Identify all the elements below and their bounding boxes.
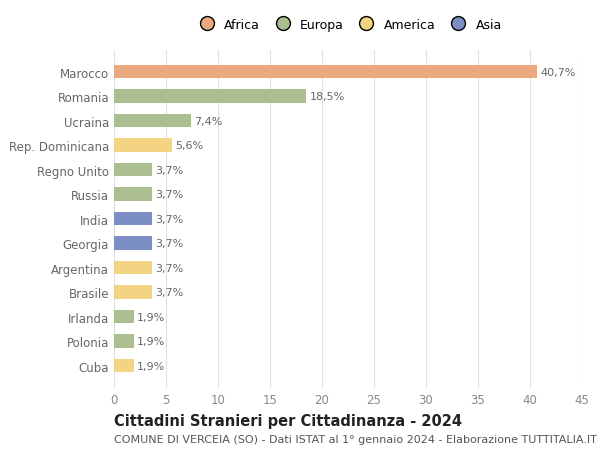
Bar <box>114 66 537 79</box>
Bar <box>114 261 152 275</box>
Bar <box>114 163 152 177</box>
Text: 3,7%: 3,7% <box>155 214 184 224</box>
Text: 18,5%: 18,5% <box>310 92 345 102</box>
Bar <box>114 335 134 348</box>
Text: 5,6%: 5,6% <box>175 141 203 151</box>
Bar <box>114 90 307 104</box>
Text: 3,7%: 3,7% <box>155 263 184 273</box>
Legend: Africa, Europa, America, Asia: Africa, Europa, America, Asia <box>191 16 505 34</box>
Bar <box>114 237 152 250</box>
Text: 3,7%: 3,7% <box>155 239 184 249</box>
Bar <box>114 139 172 152</box>
Text: 3,7%: 3,7% <box>155 287 184 297</box>
Bar <box>114 115 191 128</box>
Bar <box>114 188 152 202</box>
Text: 3,7%: 3,7% <box>155 165 184 175</box>
Bar <box>114 359 134 373</box>
Text: 3,7%: 3,7% <box>155 190 184 200</box>
Text: Cittadini Stranieri per Cittadinanza - 2024: Cittadini Stranieri per Cittadinanza - 2… <box>114 413 462 428</box>
Bar <box>114 213 152 226</box>
Text: 1,9%: 1,9% <box>137 312 165 322</box>
Text: COMUNE DI VERCEIA (SO) - Dati ISTAT al 1° gennaio 2024 - Elaborazione TUTTITALIA: COMUNE DI VERCEIA (SO) - Dati ISTAT al 1… <box>114 434 597 444</box>
Text: 40,7%: 40,7% <box>541 67 576 78</box>
Text: 1,9%: 1,9% <box>137 336 165 347</box>
Text: 7,4%: 7,4% <box>194 117 223 126</box>
Bar <box>114 286 152 299</box>
Text: 1,9%: 1,9% <box>137 361 165 371</box>
Bar <box>114 310 134 324</box>
